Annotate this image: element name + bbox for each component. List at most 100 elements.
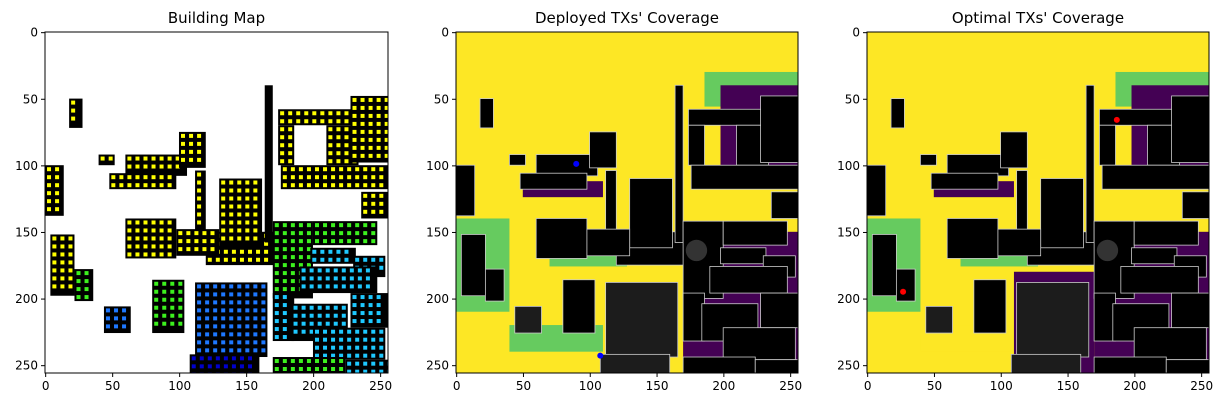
building-sample-dot	[371, 337, 376, 342]
building-sample-dot	[384, 129, 388, 134]
building-sample-dot	[108, 156, 113, 161]
building-sample-dot	[288, 159, 293, 164]
building	[195, 170, 206, 232]
building	[98, 154, 115, 166]
panel-deployed-coverage: Deployed TXs' Coverage 0 50 100 150 200 250 0 5…	[426, 9, 802, 393]
building-sample-dot	[237, 180, 242, 185]
building-sample-dot	[352, 137, 357, 142]
building-sample-dot	[317, 305, 322, 310]
building-sample-dot	[221, 300, 226, 305]
building-sample-dot	[111, 183, 116, 188]
building-sample-dot	[306, 239, 311, 244]
building-sample-dot	[229, 284, 234, 289]
building-sample-dot	[223, 356, 228, 361]
building	[1016, 282, 1090, 358]
building-sample-dot	[331, 231, 336, 236]
y-tick-label: 200	[426, 292, 449, 306]
building-sample-dot	[360, 311, 365, 316]
building-sample-dot	[197, 324, 202, 329]
building-sample-dot	[205, 308, 210, 313]
building-sample-dot	[360, 137, 365, 142]
building-sample-dot	[363, 239, 368, 244]
building-sample-dot	[127, 164, 132, 169]
building-sample-dot	[355, 337, 360, 342]
building	[946, 154, 1010, 177]
building-sample-dot	[312, 249, 317, 254]
building	[709, 266, 788, 294]
title-optimal-coverage: Optimal TXs' Coverage	[952, 9, 1124, 27]
building-sample-dot	[347, 167, 352, 172]
building-sample-dot	[229, 348, 234, 353]
building-sample-dot	[339, 359, 344, 364]
building-sample-dot	[347, 223, 352, 228]
building-sample-dot	[376, 145, 381, 150]
building-sample-dot	[127, 175, 132, 180]
building-sample-dot	[274, 247, 279, 252]
building-sample-dot	[237, 236, 242, 241]
building-sample-dot	[365, 268, 370, 273]
building-sample-dot	[347, 239, 352, 244]
building-sample-dot	[143, 228, 148, 233]
building-sample-dot	[247, 364, 252, 369]
building-sample-dot	[314, 231, 319, 236]
building-sample-dot	[154, 289, 159, 294]
building-sample-dot	[363, 353, 368, 358]
building-sample-dot	[309, 329, 314, 334]
building-sample-dot	[175, 156, 180, 161]
building-sample-dot	[47, 191, 52, 196]
building-sample-dot	[282, 167, 287, 172]
building-sample-dot	[323, 345, 328, 350]
building-sample-dot	[368, 153, 373, 158]
building-sample-dot	[363, 361, 368, 366]
building-sample-dot	[253, 340, 258, 345]
building-sample-dot	[323, 329, 328, 334]
building-sample-dot	[365, 284, 370, 289]
building-sample-dot	[282, 327, 287, 332]
building-sample-dot	[290, 167, 295, 172]
building	[509, 154, 526, 166]
building-sample-dot	[229, 316, 234, 321]
building	[264, 85, 273, 243]
y-tick-label: 0	[30, 26, 38, 40]
building-sample-dot	[352, 113, 357, 118]
building-sample-dot	[371, 175, 376, 180]
building-sample-dot	[347, 369, 352, 373]
building-sample-dot	[261, 300, 266, 305]
building-sample-dot	[360, 129, 365, 134]
building	[599, 353, 671, 373]
building	[479, 98, 494, 129]
building-sample-dot	[331, 239, 336, 244]
building	[1131, 247, 1178, 265]
building-sample-dot	[221, 188, 226, 193]
x-tick-label: 0	[864, 379, 872, 393]
y-tick-label: 200	[837, 292, 860, 306]
building-sample-dot	[368, 145, 373, 150]
building-sample-dot	[371, 329, 376, 334]
building-sample-dot	[151, 252, 156, 257]
building-sample-dot	[355, 239, 360, 244]
building-sample-dot	[274, 303, 279, 308]
building-sample-dot	[245, 308, 250, 313]
axes-frame	[455, 31, 799, 374]
building-sample-dot	[215, 356, 220, 361]
building-sample-dot	[197, 340, 202, 345]
title-deployed-coverage: Deployed TXs' Coverage	[535, 9, 719, 27]
building-sample-dot	[221, 316, 226, 321]
building-sample-dot	[298, 223, 303, 228]
building-sample-dot	[151, 164, 156, 169]
building-sample-dot	[202, 231, 207, 236]
building-sample-dot	[159, 236, 164, 241]
building-sample-dot	[355, 167, 360, 172]
building-sample-dot	[143, 175, 148, 180]
building-sample-dot	[221, 212, 226, 217]
building	[514, 305, 542, 334]
building-sample-dot	[371, 193, 376, 198]
building-sample-dot	[282, 335, 287, 340]
building-sample-dot	[202, 239, 207, 244]
building	[1171, 95, 1209, 163]
building-sample-dot	[143, 220, 148, 225]
building-sample-dot	[221, 324, 226, 329]
building-sample-dot	[231, 257, 236, 262]
building-sample-dot	[237, 284, 242, 289]
building-sample-dot	[280, 151, 285, 156]
